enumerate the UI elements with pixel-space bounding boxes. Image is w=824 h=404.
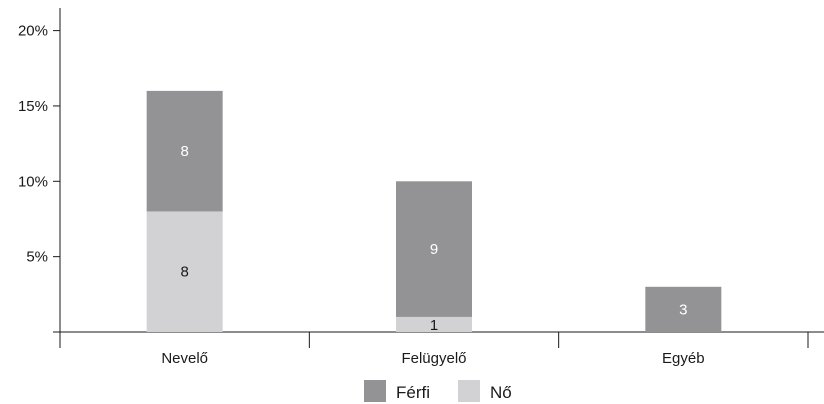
legend-swatch (458, 380, 480, 402)
y-tick-label: 5% (26, 249, 48, 266)
data-label: 8 (180, 264, 188, 281)
bar-segment (645, 286, 722, 332)
legend: Férfi Nő (364, 380, 512, 402)
y-tick-label: 10% (18, 173, 48, 190)
data-label: 9 (430, 241, 438, 258)
x-axis: Nevelő Felügyelő Egyéb (53, 331, 824, 367)
y-tick-label: 15% (18, 98, 48, 115)
bar-segment (396, 181, 472, 317)
y-tick-label: 20% (18, 23, 48, 40)
legend-label: Férfi (396, 383, 430, 402)
y-axis: 5% 10% 15% 20% (18, 8, 61, 332)
bar-segment (396, 316, 472, 332)
bars: 8 8 1 9 3 (146, 90, 722, 334)
x-tick-label: Egyéb (662, 350, 705, 367)
data-label: 8 (180, 143, 188, 160)
x-tick-label: Felügyelő (401, 350, 466, 367)
legend-label: Nő (490, 383, 512, 402)
x-tick-label: Nevelő (161, 350, 208, 367)
bar-segment (146, 90, 223, 212)
legend-swatch (364, 380, 386, 402)
data-label: 3 (679, 301, 687, 318)
bar-segment (146, 211, 223, 332)
data-label: 1 (430, 317, 438, 334)
